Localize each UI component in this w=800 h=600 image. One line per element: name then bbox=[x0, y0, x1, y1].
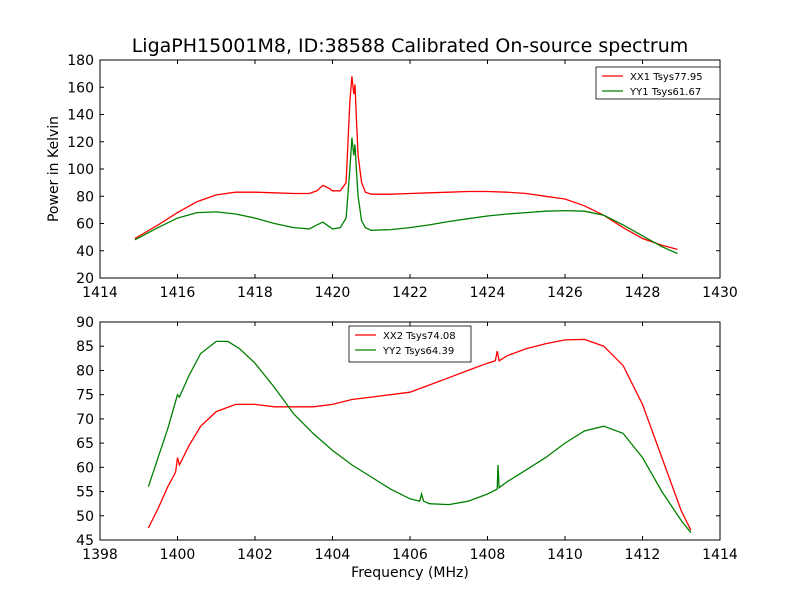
bottom-x-tick-label: 1414 bbox=[702, 547, 738, 563]
top-x-tick-label: 1430 bbox=[702, 285, 738, 301]
top-legend-label: XX1 Tsys77.95 bbox=[630, 72, 703, 83]
bottom-y-tick-label: 55 bbox=[76, 485, 94, 501]
bottom-legend-label: YY2 Tsys64.39 bbox=[382, 346, 454, 357]
top-x-tick-label: 1418 bbox=[237, 285, 273, 301]
bottom-y-tick-label: 85 bbox=[76, 339, 94, 355]
top-y-tick-label: 120 bbox=[67, 135, 94, 151]
bottom-x-tick-label: 1412 bbox=[625, 547, 661, 563]
bottom-x-tick-label: 1406 bbox=[392, 547, 428, 563]
bottom-x-tick-label: 1402 bbox=[237, 547, 273, 563]
top-x-tick-label: 1428 bbox=[625, 285, 661, 301]
chart-title: LigaPH15001M8, ID:38588 Calibrated On-so… bbox=[132, 35, 689, 57]
bottom-y-tick-label: 80 bbox=[76, 363, 94, 379]
top-y-tick-label: 40 bbox=[76, 244, 94, 260]
bottom-y-tick-label: 70 bbox=[76, 412, 94, 428]
bottom-legend-box bbox=[348, 325, 472, 363]
top-y-tick-label: 160 bbox=[67, 80, 94, 96]
top-legend: XX1 Tsys77.95 YY1 Tsys61.67 bbox=[595, 66, 721, 100]
bottom-y-tick-label: 75 bbox=[76, 388, 94, 404]
top-series-line-2 bbox=[134, 137, 678, 255]
bottom-y-tick-label: 60 bbox=[76, 460, 94, 476]
top-x-tick-label: 1424 bbox=[470, 285, 506, 301]
top-y-tick-label: 60 bbox=[76, 217, 94, 233]
bottom-legend: XX2 Tsys74.08 YY2 Tsys64.39 bbox=[348, 325, 472, 363]
top-legend-box bbox=[595, 66, 721, 100]
bottom-legend-label: XX2 Tsys74.08 bbox=[383, 331, 456, 342]
bottom-y-tick-label: 45 bbox=[76, 533, 94, 549]
top-y-tick-label: 180 bbox=[67, 53, 94, 69]
bottom-x-tick-label: 1410 bbox=[547, 547, 583, 563]
top-series-line-1 bbox=[134, 76, 678, 251]
bottom-y-tick-label: 90 bbox=[76, 315, 94, 331]
top-subplot: Power in Kelvin 1414 1416 1418 1420 1422 1424… bbox=[46, 53, 738, 301]
top-y-tick-label: 140 bbox=[67, 108, 94, 124]
top-x-tick-label: 1422 bbox=[392, 285, 428, 301]
top-y-axis-label: Power in Kelvin bbox=[46, 116, 62, 222]
bottom-y-tick-label: 50 bbox=[76, 509, 94, 525]
bottom-x-tick-label: 1408 bbox=[470, 547, 506, 563]
bottom-x-axis-label: Frequency (MHz) bbox=[351, 565, 469, 581]
bottom-series-line-1 bbox=[147, 338, 692, 531]
bottom-x-tick-label: 1398 bbox=[82, 547, 118, 563]
top-legend-label: YY1 Tsys61.67 bbox=[629, 87, 701, 98]
bottom-x-tick-label: 1404 bbox=[315, 547, 351, 563]
top-y-tick-label: 80 bbox=[76, 189, 94, 205]
top-x-tick-label: 1414 bbox=[82, 285, 118, 301]
bottom-x-tick-label: 1400 bbox=[160, 547, 196, 563]
top-x-tick-label: 1416 bbox=[160, 285, 196, 301]
bottom-series-line-2 bbox=[147, 340, 692, 534]
top-y-tick-label: 20 bbox=[76, 271, 94, 287]
bottom-subplot: Frequency (MHz) 1398 1400 1402 1404 1406 1408… bbox=[76, 315, 738, 581]
top-y-tick-label: 100 bbox=[67, 162, 94, 178]
top-x-tick-label: 1420 bbox=[315, 285, 351, 301]
top-x-tick-label: 1426 bbox=[547, 285, 583, 301]
bottom-y-tick-label: 65 bbox=[76, 436, 94, 452]
